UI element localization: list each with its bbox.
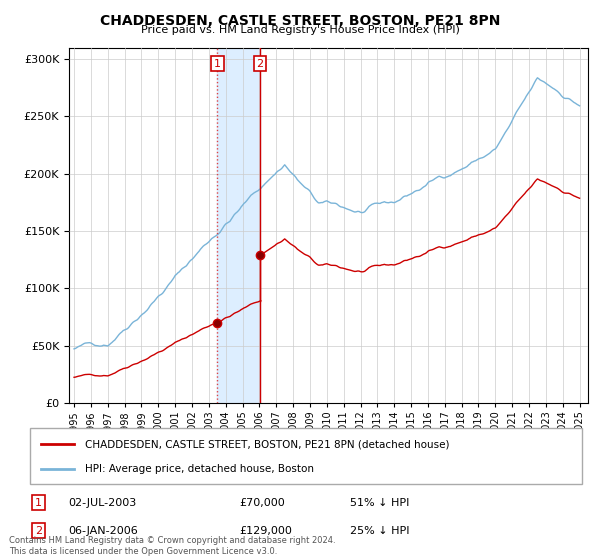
Text: £70,000: £70,000	[240, 498, 286, 507]
Text: 51% ↓ HPI: 51% ↓ HPI	[350, 498, 410, 507]
Text: CHADDESDEN, CASTLE STREET, BOSTON, PE21 8PN: CHADDESDEN, CASTLE STREET, BOSTON, PE21 …	[100, 14, 500, 28]
Text: 1: 1	[214, 59, 221, 69]
Text: 2: 2	[257, 59, 263, 69]
Text: Price paid vs. HM Land Registry's House Price Index (HPI): Price paid vs. HM Land Registry's House …	[140, 25, 460, 35]
Text: 1: 1	[35, 498, 42, 507]
Text: 25% ↓ HPI: 25% ↓ HPI	[350, 526, 410, 535]
Text: 02-JUL-2003: 02-JUL-2003	[68, 498, 137, 507]
Text: £129,000: £129,000	[240, 526, 293, 535]
Text: 2: 2	[35, 526, 42, 535]
Text: HPI: Average price, detached house, Boston: HPI: Average price, detached house, Bost…	[85, 464, 314, 474]
Text: CHADDESDEN, CASTLE STREET, BOSTON, PE21 8PN (detached house): CHADDESDEN, CASTLE STREET, BOSTON, PE21 …	[85, 439, 450, 449]
Bar	[217, 48, 260, 403]
FancyBboxPatch shape	[30, 428, 582, 484]
Text: Contains HM Land Registry data © Crown copyright and database right 2024.
This d: Contains HM Land Registry data © Crown c…	[9, 536, 335, 556]
Text: 06-JAN-2006: 06-JAN-2006	[68, 526, 139, 535]
